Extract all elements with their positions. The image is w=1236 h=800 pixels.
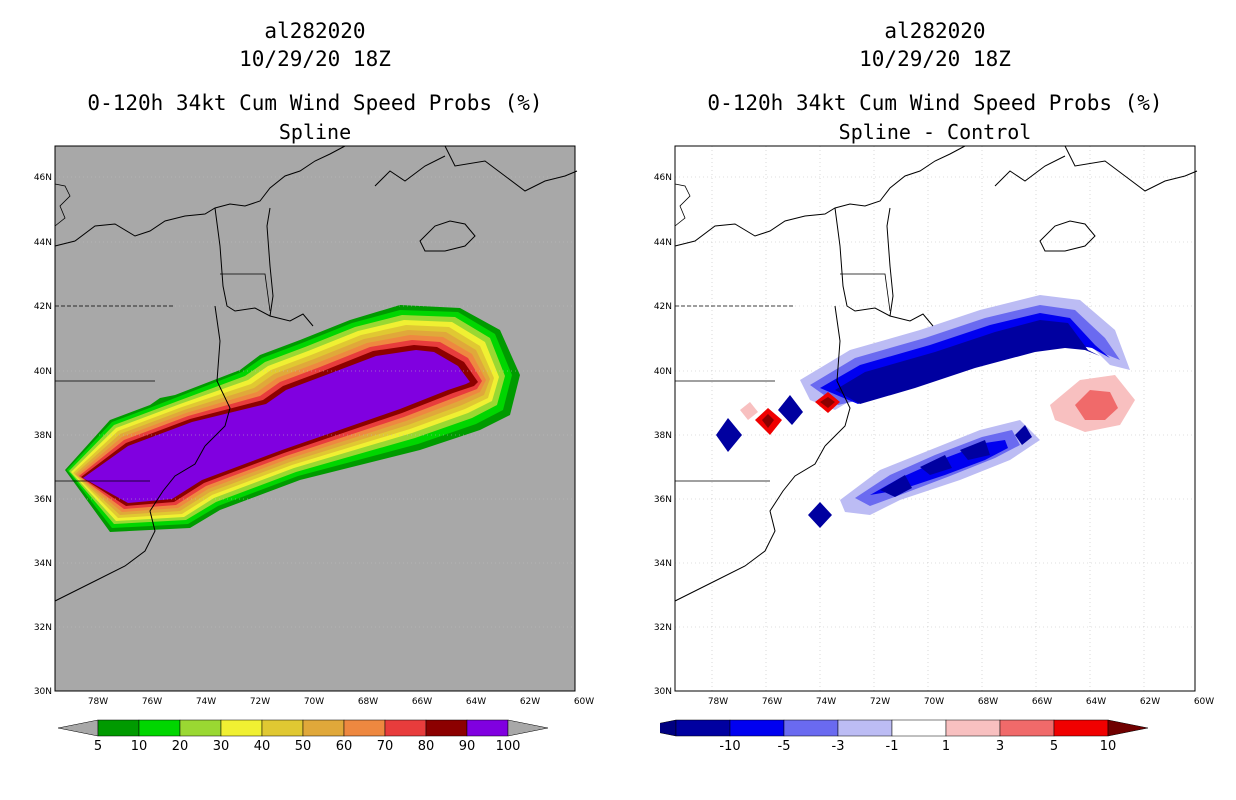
right-colorbar-box	[999, 719, 1055, 737]
lat-label-right: 44N	[654, 238, 672, 248]
right-colorbar-label: 1	[942, 739, 950, 754]
right-difference-field	[716, 295, 1135, 528]
lon-label-left: 62W	[520, 697, 540, 707]
lat-label-right: 32N	[654, 623, 672, 633]
right-colorbar: -10 -5 -3 -1 1 3 5 10	[660, 719, 1149, 754]
right-colorbar-box	[837, 719, 893, 737]
left-colorbar-box	[138, 719, 181, 737]
lat-label-right: 40N	[654, 367, 672, 377]
lat-label-left: 40N	[34, 367, 52, 377]
lat-label-right: 34N	[654, 559, 672, 569]
lon-label-left: 68W	[358, 697, 378, 707]
right-colorbar-label: 3	[996, 739, 1004, 754]
left-datetime: 10/29/20 18Z	[239, 47, 391, 71]
right-colorbar-high-arrow	[1107, 719, 1149, 737]
lat-label-right: 30N	[654, 687, 672, 697]
left-product-title: 0-120h 34kt Cum Wind Speed Probs (%)	[87, 91, 543, 115]
lat-label-right: 38N	[654, 431, 672, 441]
right-datetime: 10/29/20 18Z	[859, 47, 1011, 71]
lon-label-left: 66W	[412, 697, 432, 707]
left-colorbar-label: 30	[213, 739, 230, 754]
right-colorbar-label: 5	[1050, 739, 1058, 754]
lat-label-left: 42N	[34, 302, 52, 312]
lon-label-right: 62W	[1140, 697, 1160, 707]
lat-label-left: 32N	[34, 623, 52, 633]
right-colorbar-box	[729, 719, 785, 737]
lon-label-right: 74W	[816, 697, 836, 707]
lat-label-left: 38N	[34, 431, 52, 441]
right-colorbar-box	[675, 719, 731, 737]
lon-label-left: 70W	[304, 697, 324, 707]
right-colorbar-box	[945, 719, 1001, 737]
lon-label-left: 76W	[142, 697, 162, 707]
lon-label-left: 60W	[574, 697, 594, 707]
lat-label-right: 36N	[654, 495, 672, 505]
left-colorbar-label: 90	[459, 739, 476, 754]
lon-label-right: 72W	[870, 697, 890, 707]
left-colorbar-label: 20	[172, 739, 189, 754]
right-product-title: 0-120h 34kt Cum Wind Speed Probs (%)	[707, 91, 1163, 115]
left-colorbar-label: 10	[131, 739, 148, 754]
left-colorbar-low-arrow	[57, 719, 99, 737]
lon-label-right: 68W	[978, 697, 998, 707]
left-colorbar-label: 5	[94, 739, 102, 754]
left-colorbar: 5 10 20 30 40 50 60 70 80 90 100	[57, 719, 549, 754]
lon-label-right: 76W	[762, 697, 782, 707]
lat-label-right: 46N	[654, 173, 672, 183]
lat-label-left: 34N	[34, 559, 52, 569]
left-colorbar-box	[466, 719, 509, 737]
lat-label-left: 46N	[34, 173, 52, 183]
right-subtitle: Spline - Control	[838, 120, 1032, 144]
right-colorbar-low-arrow	[660, 719, 677, 737]
left-colorbar-label: 80	[418, 739, 435, 754]
left-colorbar-box	[261, 719, 304, 737]
left-colorbar-box	[343, 719, 386, 737]
lon-label-left: 78W	[88, 697, 108, 707]
left-colorbar-label: 70	[377, 739, 394, 754]
left-storm-id: al282020	[264, 19, 366, 43]
right-colorbar-label: 10	[1100, 739, 1117, 754]
lon-label-right: 66W	[1032, 697, 1052, 707]
left-colorbar-high-arrow	[507, 719, 549, 737]
left-subtitle: Spline	[278, 120, 352, 144]
left-colorbar-box	[179, 719, 222, 737]
right-colorbar-label: -3	[832, 739, 845, 754]
left-colorbar-label: 100	[496, 739, 521, 754]
left-colorbar-box	[97, 719, 140, 737]
left-colorbar-box	[425, 719, 468, 737]
left-colorbar-label: 40	[254, 739, 271, 754]
right-colorbar-box	[891, 719, 947, 737]
lat-label-left: 44N	[34, 238, 52, 248]
right-colorbar-box	[783, 719, 839, 737]
right-colorbar-label: -1	[886, 739, 899, 754]
lon-label-left: 64W	[466, 697, 486, 707]
lat-label-left: 30N	[34, 687, 52, 697]
lon-label-right: 60W	[1194, 697, 1214, 707]
right-colorbar-label: -5	[778, 739, 791, 754]
lon-label-right: 70W	[924, 697, 944, 707]
left-colorbar-label: 50	[295, 739, 312, 754]
left-colorbar-box	[384, 719, 427, 737]
right-storm-id: al282020	[884, 19, 986, 43]
lat-label-left: 36N	[34, 495, 52, 505]
left-colorbar-box	[302, 719, 345, 737]
right-colorbar-box	[1053, 719, 1109, 737]
lat-label-right: 42N	[654, 302, 672, 312]
lon-label-left: 74W	[196, 697, 216, 707]
left-colorbar-label: 60	[336, 739, 353, 754]
lon-label-right: 64W	[1086, 697, 1106, 707]
right-colorbar-label: -10	[719, 739, 740, 754]
left-probability-swath	[65, 305, 520, 532]
left-colorbar-box	[220, 719, 263, 737]
lon-label-right: 78W	[708, 697, 728, 707]
lon-label-left: 72W	[250, 697, 270, 707]
